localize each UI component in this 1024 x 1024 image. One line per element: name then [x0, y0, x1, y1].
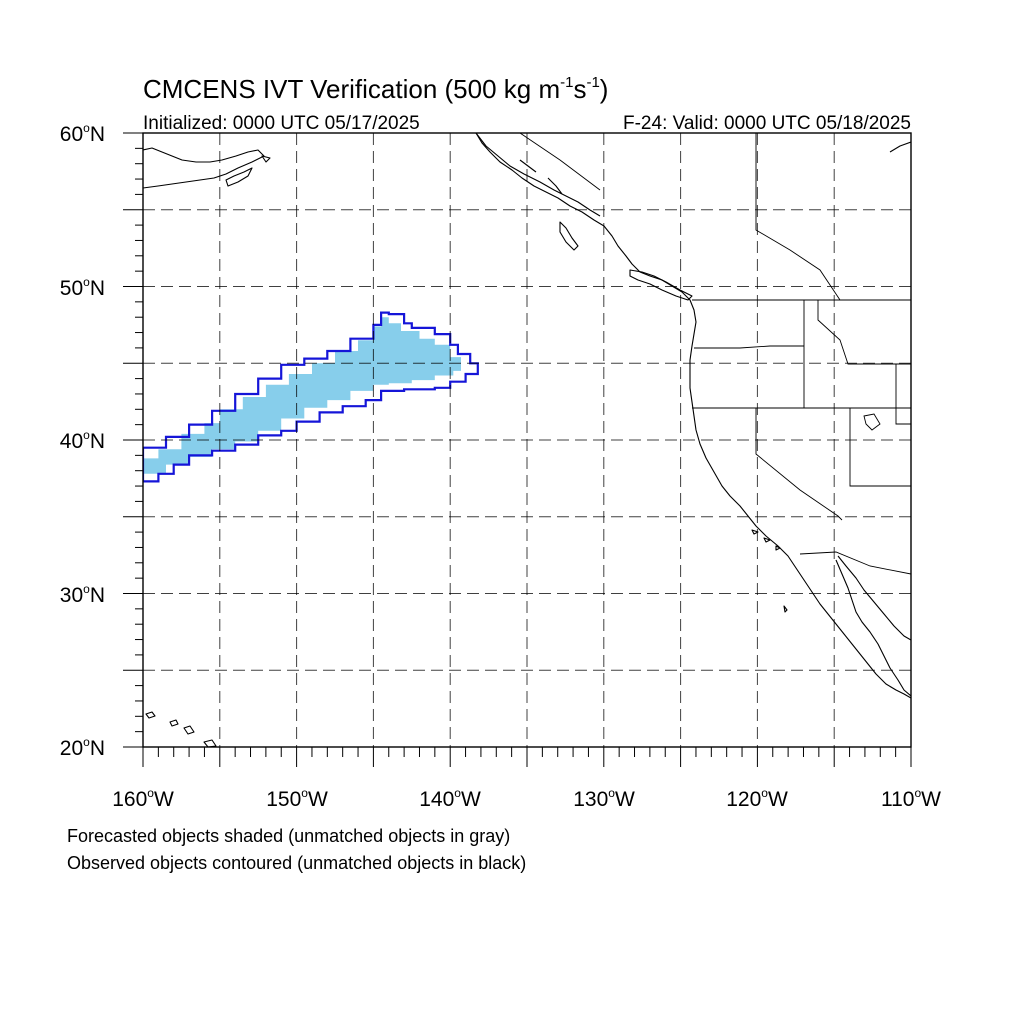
political-borders — [519, 133, 911, 575]
haida-gwaii — [559, 221, 579, 251]
longitude-labels: 160oW 150oW 140oW 130oW 120oW 110oW — [112, 786, 941, 811]
bc-alberta-border — [755, 133, 841, 301]
wa-or-border — [694, 345, 804, 349]
channel-islands — [751, 529, 788, 613]
gulf-of-california-coastline — [837, 555, 911, 641]
baja-california-coastline — [835, 559, 911, 697]
latitude-labels: 60oN 50oN 40oN 30oN 20oN — [60, 121, 105, 760]
ca-nv-border — [755, 408, 843, 521]
footnote-forecast: Forecasted objects shaded (unmatched obj… — [67, 826, 510, 846]
lon-label-110: 110oW — [881, 786, 941, 811]
lon-label-150: 150oW — [266, 786, 328, 811]
lon-label-120: 120oW — [726, 786, 788, 811]
init-time-label: Initialized: 0000 UTC 05/17/2025 — [143, 113, 420, 134]
forecast-object-shaded — [143, 317, 461, 474]
lat-label-60: 60oN — [60, 121, 105, 146]
footnote-observed: Observed objects contoured (unmatched ob… — [67, 853, 526, 873]
hawaiian-islands — [145, 711, 217, 747]
observed-object-contour — [143, 311, 479, 483]
us-mexico-border — [799, 551, 911, 575]
lon-label-130: 130oW — [573, 786, 635, 811]
vancouver-island — [629, 269, 693, 301]
northeast-coastline — [889, 141, 911, 153]
lat-label-40: 40oN — [60, 428, 105, 453]
lon-label-140: 140oW — [419, 786, 481, 811]
gridlines — [143, 133, 911, 747]
map-title: CMCENS IVT Verification (500 kg m-1s-1) — [143, 74, 608, 104]
alaska-coastline — [143, 147, 265, 189]
nv-ut-border — [849, 408, 911, 487]
lon-label-160: 160oW — [112, 786, 174, 811]
map-plot-area — [143, 133, 911, 747]
axis-ticks — [123, 132, 912, 767]
wy-border — [895, 364, 911, 425]
great-salt-lake — [863, 413, 881, 431]
bc-alaska-border — [519, 133, 601, 191]
alaska-islands — [225, 155, 271, 187]
lat-label-30: 30oN — [60, 582, 105, 607]
lat-label-50: 50oN — [60, 275, 105, 300]
lat-label-20: 20oN — [60, 735, 105, 760]
valid-time-label: F-24: Valid: 0000 UTC 05/18/2025 — [623, 113, 911, 134]
alaska-panhandle — [475, 133, 601, 217]
id-mt-border — [817, 300, 911, 365]
